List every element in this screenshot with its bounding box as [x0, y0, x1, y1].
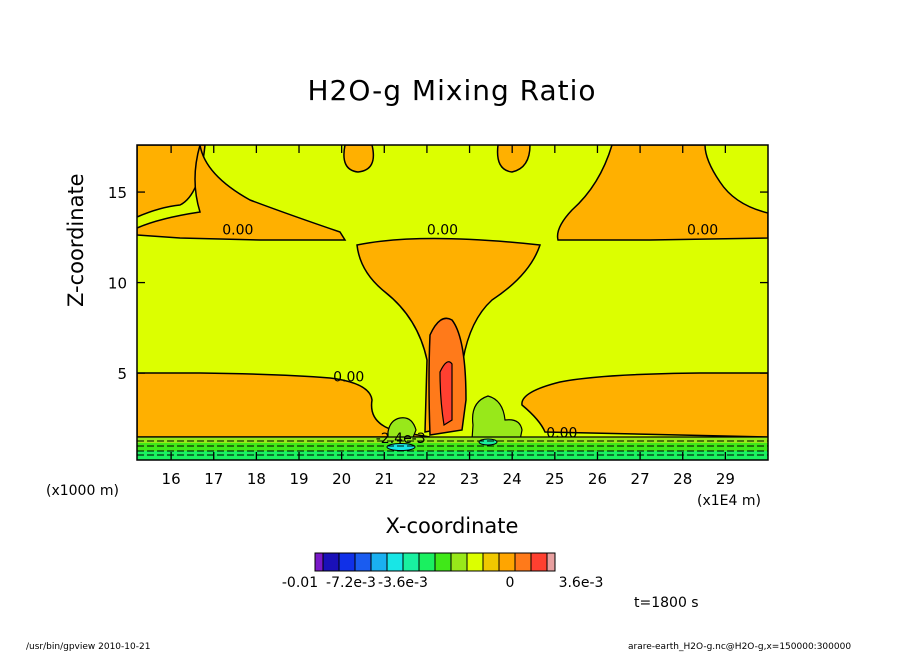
contour-lower-right: [521, 372, 768, 438]
x-tick-label: 25: [545, 470, 564, 488]
contour-label: 0.00: [687, 223, 718, 239]
x-tick-label: 22: [417, 470, 436, 488]
x-tick-label: 27: [631, 470, 650, 488]
contour-lower-left: [137, 372, 431, 438]
colorbar-swatch: [322, 552, 340, 572]
footer-left: /usr/bin/gpview 2010-10-21: [26, 642, 151, 652]
x-tick-label: 19: [289, 470, 308, 488]
contour-upper-left-tongue: [137, 145, 347, 241]
x-tick-label: 20: [332, 470, 351, 488]
colorbar: -0.01 -7.2e-3 -3.6e-3 0 3.6e-3: [282, 552, 604, 591]
x-tick-label: 28: [673, 470, 692, 488]
colorbar-label: 0: [506, 575, 515, 591]
contour-upper-center: [343, 145, 375, 173]
colorbar-swatch: [314, 552, 324, 572]
colorbar-swatch: [466, 552, 484, 572]
contour-field: [137, 145, 768, 460]
colorbar-swatch: [402, 552, 420, 572]
y-tick-label: 5: [117, 365, 127, 383]
contour-blob-right: [471, 395, 523, 441]
colorbar-label: -7.2e-3: [326, 575, 376, 591]
contour-label: 0.00: [333, 369, 364, 385]
colorbar-swatch: [530, 552, 548, 572]
contour-label: -2.4e-3: [376, 431, 426, 447]
y-axis-ticks: 5 10 15: [108, 184, 768, 383]
colorbar-swatch: [370, 552, 388, 572]
footer-right: arare-earth_H2O-g.nc@H2O-g,x=150000:3000…: [628, 642, 852, 652]
y-tick-label: 15: [108, 184, 127, 202]
colorbar-swatch: [514, 552, 532, 572]
x-axis-label: X-coordinate: [385, 514, 519, 538]
x-axis-ticks: 16 17 18 19 20 21 22 23 24 25 26 27 28 29: [162, 145, 735, 488]
x-tick-label: 26: [588, 470, 607, 488]
x-tick-label: 16: [162, 470, 181, 488]
contour-label: 0.00: [546, 425, 577, 441]
contour-upper-right: [556, 145, 768, 241]
surface-blob-teal: [478, 438, 498, 446]
y-tick-label: 10: [108, 275, 127, 293]
contour-plume-inner: [439, 361, 453, 426]
colorbar-swatch: [338, 552, 356, 572]
time-label: t=1800 s: [634, 595, 699, 611]
x-tick-label: 21: [375, 470, 394, 488]
colorbar-swatch: [386, 552, 404, 572]
colorbar-label: 3.6e-3: [559, 575, 604, 591]
x-tick-label: 24: [503, 470, 522, 488]
colorbar-label: -0.01: [282, 575, 318, 591]
colorbar-swatch: [450, 552, 468, 572]
colorbar-swatch: [434, 552, 452, 572]
colorbar-swatch: [546, 552, 556, 572]
colorbar-swatch: [482, 552, 500, 572]
surface-band-middle: [137, 443, 768, 451]
contour-upper-right-cap: [496, 145, 531, 173]
x-tick-label: 17: [204, 470, 223, 488]
colorbar-swatch: [418, 552, 436, 572]
contour-label: 0.00: [427, 223, 458, 239]
contour-label: 0.00: [222, 223, 253, 239]
colorbar-label: -3.6e-3: [378, 575, 428, 591]
colorbar-swatch: [354, 552, 372, 572]
x-tick-label: 29: [716, 470, 735, 488]
plot-frame: [136, 144, 769, 461]
chart-title: H2O-g Mixing Ratio: [307, 74, 597, 107]
contour-labels: 0.00 0.00 0.00 0.00 0.00 -2.4e-3: [222, 223, 718, 447]
surface-band-upper: [137, 437, 768, 443]
colorbar-swatch: [498, 552, 516, 572]
x-tick-label: 23: [460, 470, 479, 488]
x-scale-label: (x1E4 m): [697, 493, 761, 509]
contour-blob-left: [387, 417, 417, 441]
x-unit-label: (x1000 m): [46, 483, 119, 499]
x-tick-label: 18: [247, 470, 266, 488]
